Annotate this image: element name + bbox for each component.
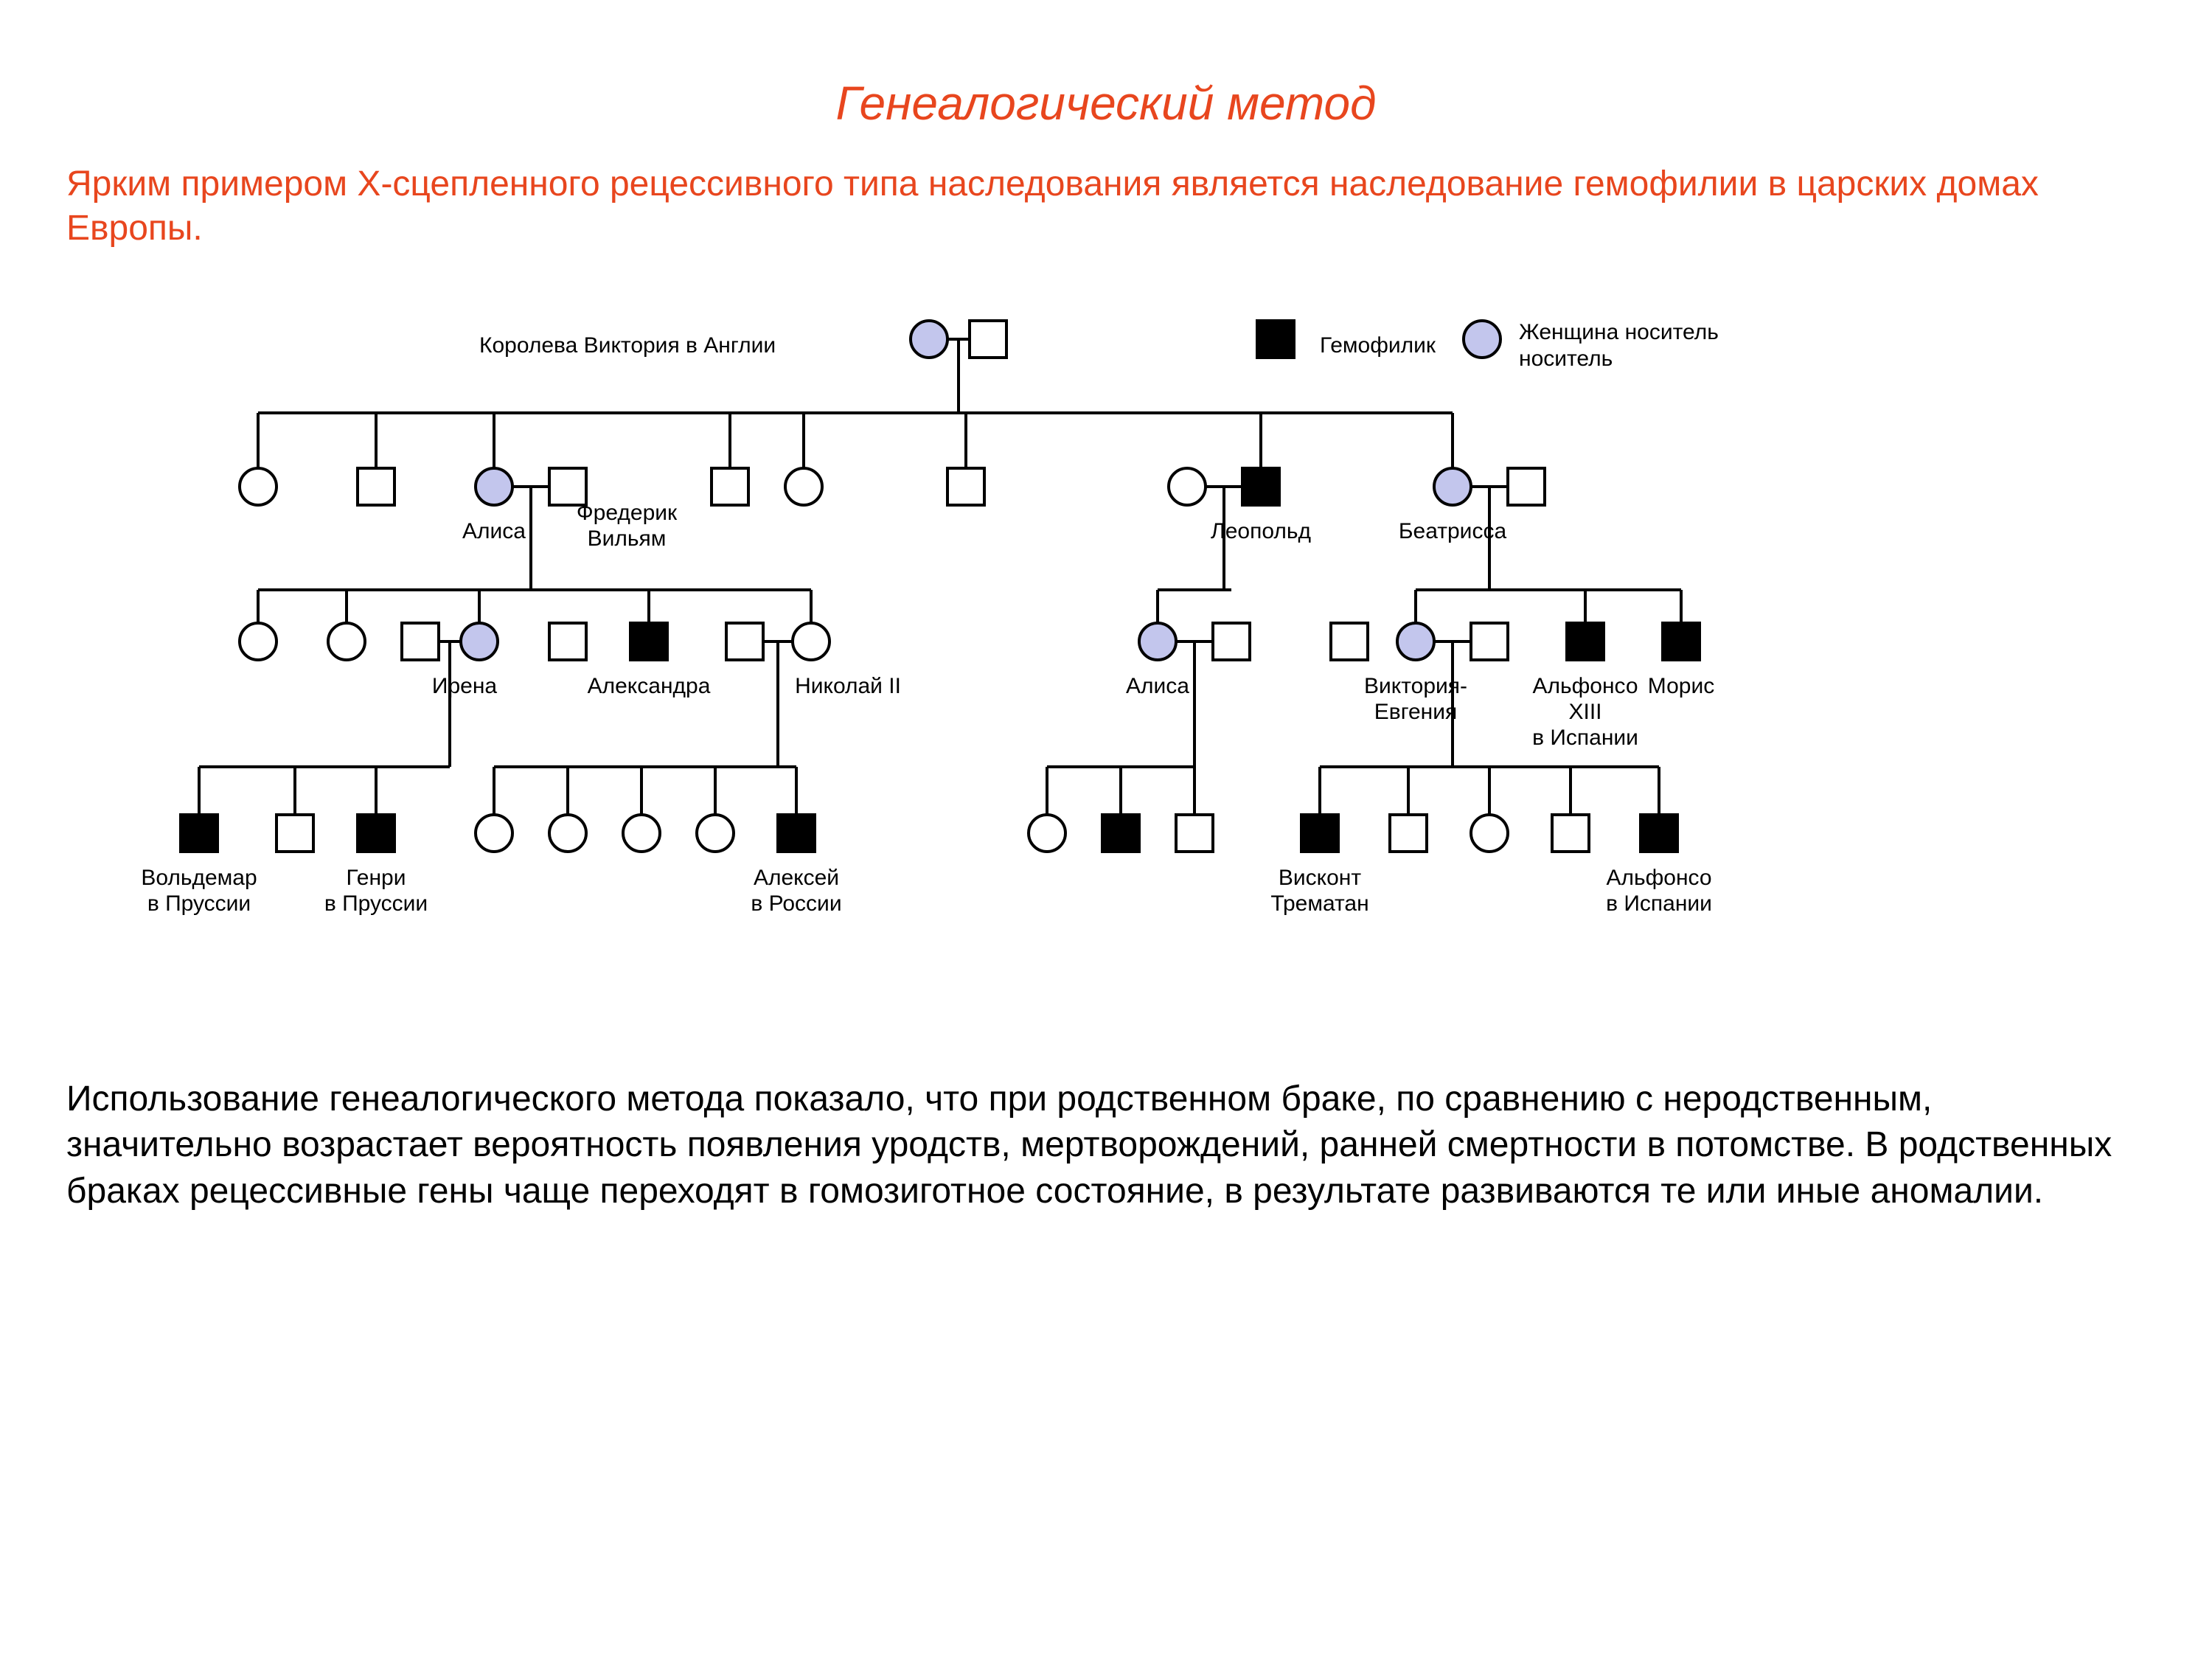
pedigree-node bbox=[461, 623, 498, 660]
pedigree-label: Виктория- bbox=[1364, 674, 1467, 698]
pedigree-node bbox=[358, 815, 394, 852]
pedigree-label: Леопольд bbox=[1211, 519, 1311, 543]
pedigree-label: Альфонсо bbox=[1532, 674, 1638, 698]
pedigree-label: Фредерик bbox=[577, 501, 678, 525]
pedigree-node bbox=[1301, 815, 1338, 852]
pedigree-node bbox=[726, 623, 763, 660]
pedigree-node bbox=[1471, 815, 1508, 852]
legend-symbol bbox=[1257, 321, 1294, 358]
pedigree-label: в Пруссии bbox=[147, 891, 251, 916]
pedigree-node bbox=[793, 623, 830, 660]
pedigree-label: Альфонсо bbox=[1606, 866, 1711, 890]
pedigree-node bbox=[697, 815, 734, 852]
pedigree-node bbox=[911, 321, 947, 358]
pedigree-label: Вильям bbox=[588, 526, 667, 551]
pedigree-node bbox=[476, 815, 512, 852]
pedigree-label: Беатрисса bbox=[1399, 519, 1507, 543]
pedigree-node bbox=[1029, 815, 1065, 852]
pedigree-node bbox=[785, 468, 822, 505]
pedigree-node bbox=[476, 468, 512, 505]
pedigree-node bbox=[1508, 468, 1545, 505]
pedigree-node bbox=[240, 468, 276, 505]
pedigree-label: Вольдемар bbox=[141, 866, 257, 890]
pedigree-node bbox=[1139, 623, 1176, 660]
pedigree-node bbox=[549, 623, 586, 660]
pedigree-node bbox=[630, 623, 667, 660]
pedigree-node bbox=[1102, 815, 1139, 852]
pedigree-node bbox=[1213, 623, 1250, 660]
pedigree-node bbox=[1663, 623, 1700, 660]
pedigree-node bbox=[778, 815, 815, 852]
pedigree-label: в Испании bbox=[1532, 726, 1638, 750]
pedigree-label: в Испании bbox=[1606, 891, 1712, 916]
legend-label: Гемофилик bbox=[1320, 333, 1436, 358]
legend-label: Женщина носитель bbox=[1519, 320, 1719, 344]
pedigree-label: Евгения bbox=[1374, 700, 1458, 724]
pedigree-node bbox=[1176, 815, 1213, 852]
pedigree-node bbox=[947, 468, 984, 505]
pedigree-node bbox=[1242, 468, 1279, 505]
outro-text: Использование генеалогического метода по… bbox=[66, 1077, 2146, 1214]
pedigree-label: Генри bbox=[347, 866, 406, 890]
pedigree-node bbox=[549, 815, 586, 852]
page-title: Генеалогический метод bbox=[66, 76, 2146, 131]
pedigree-node bbox=[276, 815, 313, 852]
pedigree-node bbox=[549, 468, 586, 505]
pedigree-label: Алиса bbox=[462, 519, 526, 543]
pedigree-label: Королева Виктория в Англии bbox=[479, 333, 776, 358]
pedigree-node bbox=[1552, 815, 1589, 852]
pedigree-node bbox=[402, 623, 439, 660]
pedigree-node bbox=[1434, 468, 1471, 505]
pedigree-node bbox=[181, 815, 218, 852]
pedigree-chart: Королева Виктория в АнглииАлисаФредерикВ… bbox=[66, 295, 2146, 1032]
intro-text: Ярким примером Х-сцепленного рецессивног… bbox=[66, 162, 2146, 251]
pedigree-node bbox=[1390, 815, 1427, 852]
pedigree-node bbox=[1169, 468, 1206, 505]
pedigree-label: Александра bbox=[588, 674, 711, 698]
pedigree-node bbox=[1331, 623, 1368, 660]
legend-label: носитель bbox=[1519, 347, 1613, 371]
pedigree-node bbox=[712, 468, 748, 505]
pedigree-label: в России bbox=[751, 891, 841, 916]
pedigree-label: в Пруссии bbox=[324, 891, 428, 916]
pedigree-node bbox=[970, 321, 1006, 358]
pedigree-node bbox=[1641, 815, 1677, 852]
pedigree-label: Алиса bbox=[1126, 674, 1189, 698]
pedigree-node bbox=[328, 623, 365, 660]
pedigree-label: Висконт bbox=[1279, 866, 1361, 890]
pedigree-node bbox=[623, 815, 660, 852]
pedigree-svg: Королева Виктория в АнглииАлисаФредерикВ… bbox=[66, 295, 2131, 1032]
pedigree-label: XIII bbox=[1568, 700, 1601, 724]
pedigree-node bbox=[1471, 623, 1508, 660]
pedigree-label: Трематан bbox=[1270, 891, 1368, 916]
pedigree-node bbox=[1397, 623, 1434, 660]
pedigree-label: Морис bbox=[1648, 674, 1714, 698]
pedigree-label: Николай II bbox=[795, 674, 901, 698]
pedigree-node bbox=[240, 623, 276, 660]
pedigree-node bbox=[358, 468, 394, 505]
legend-symbol bbox=[1464, 321, 1500, 358]
pedigree-label: Алексей bbox=[754, 866, 839, 890]
pedigree-label: Ирена bbox=[432, 674, 497, 698]
pedigree-node bbox=[1567, 623, 1604, 660]
